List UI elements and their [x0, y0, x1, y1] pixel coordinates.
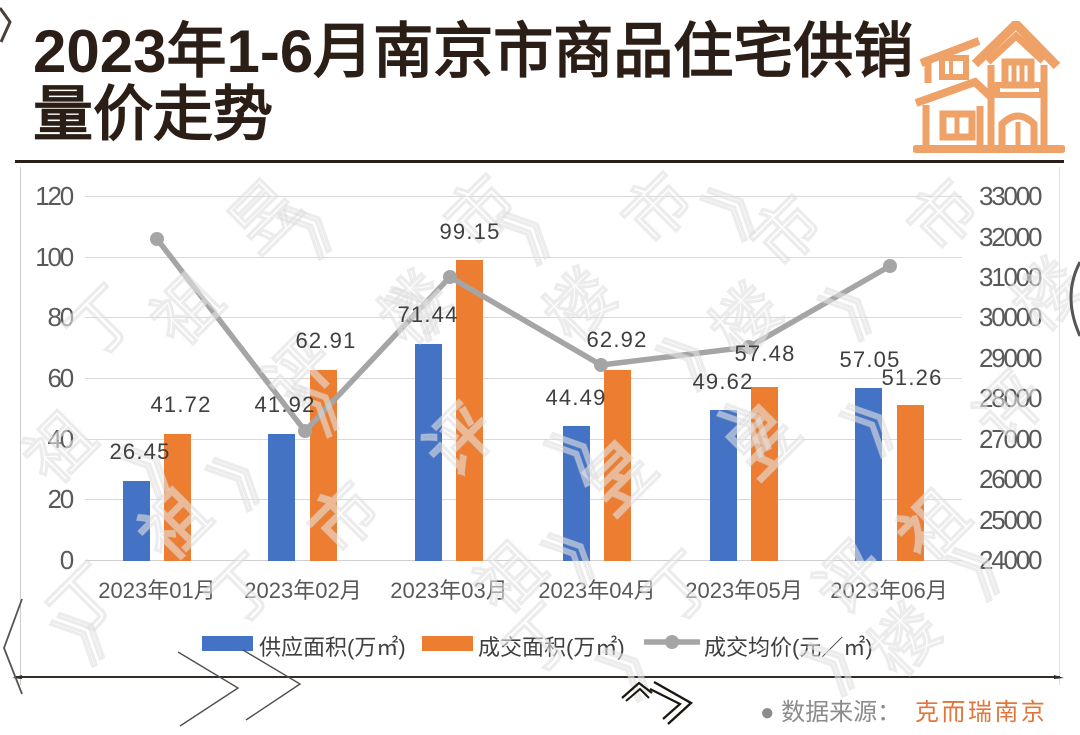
- svg-text:》: 》: [813, 251, 912, 350]
- svg-text:丁: 丁: [53, 273, 152, 372]
- svg-text:评: 评: [411, 391, 510, 490]
- svg-text:祖: 祖: [138, 261, 237, 360]
- svg-text:评: 评: [961, 359, 1060, 458]
- svg-text:丁: 丁: [194, 541, 293, 640]
- svg-text:》: 》: [201, 421, 300, 520]
- svg-text:楼: 楼: [999, 246, 1080, 345]
- svg-text:市: 市: [895, 167, 994, 266]
- svg-text:》: 》: [273, 169, 372, 268]
- svg-text:市: 市: [296, 469, 395, 568]
- svg-text:市: 市: [609, 160, 708, 259]
